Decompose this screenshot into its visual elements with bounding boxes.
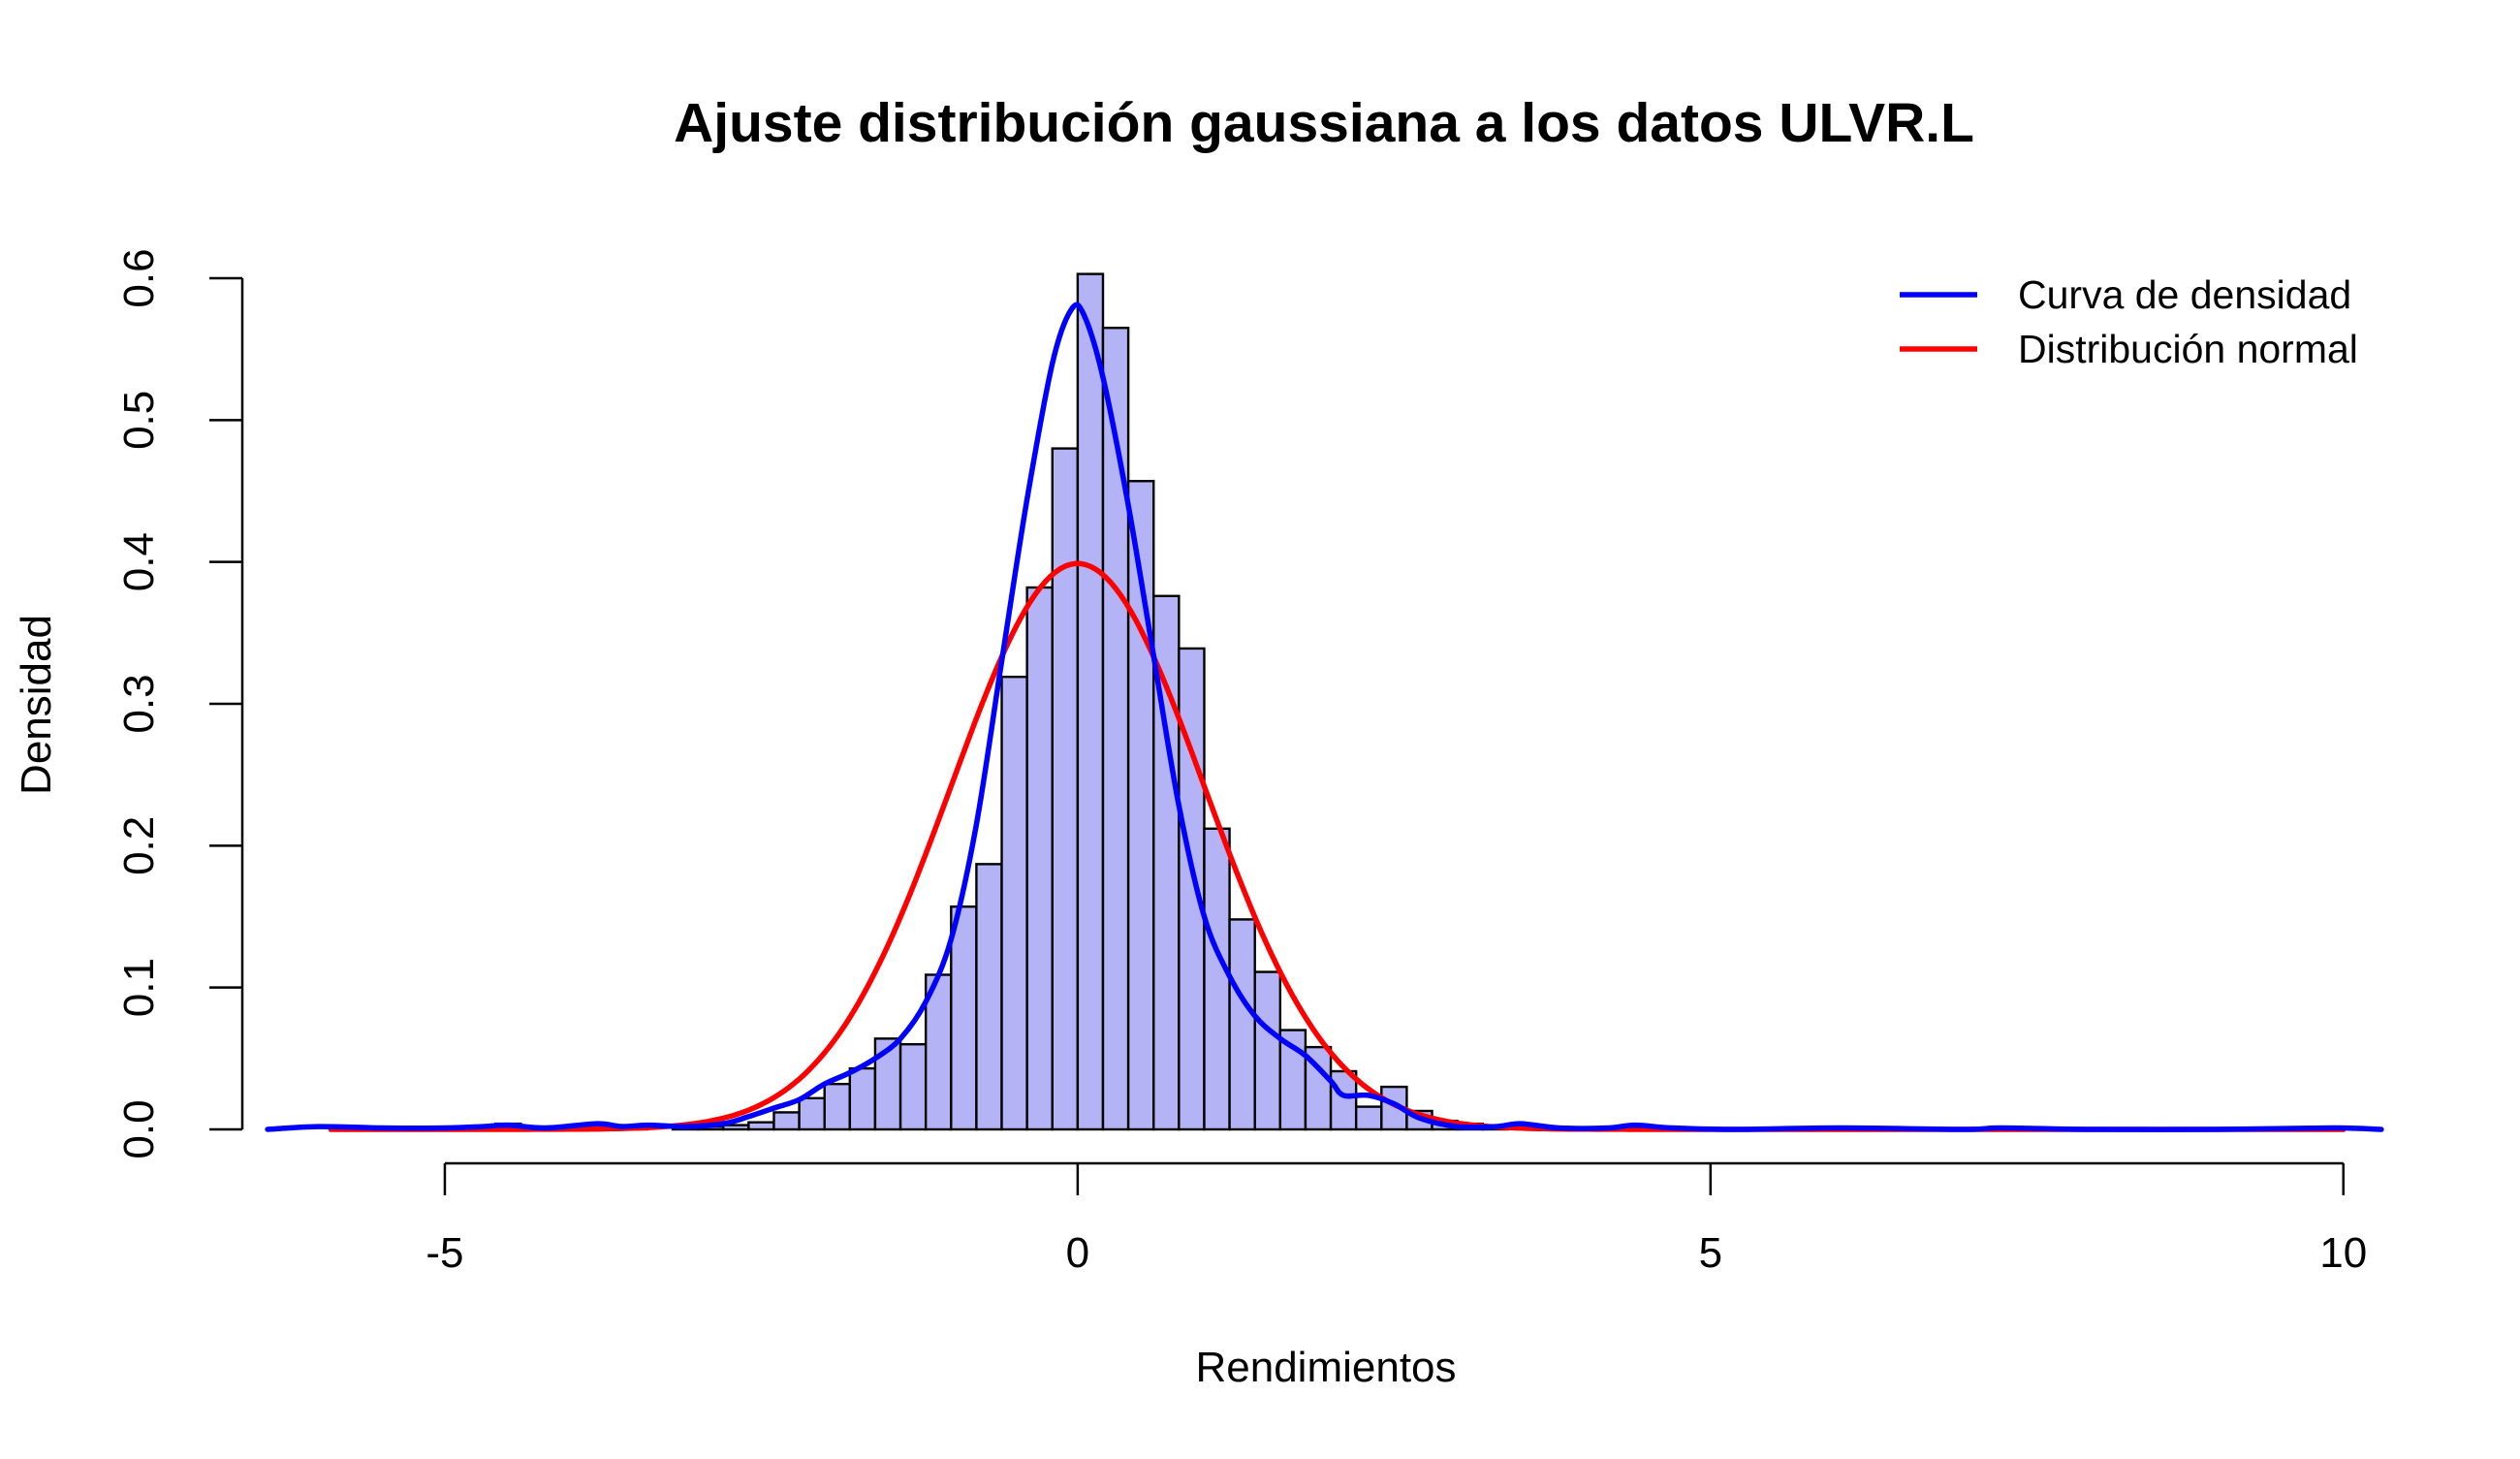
y-tick-label: 0.6: [115, 248, 163, 307]
x-axis-title: Rendimientos: [1195, 1344, 1456, 1391]
x-tick-label: 10: [2319, 1229, 2367, 1277]
y-tick-label: 0.0: [115, 1099, 163, 1158]
x-tick-label: 5: [1699, 1229, 1722, 1277]
histogram-bar: [772, 1111, 801, 1131]
histogram-bar: [950, 905, 978, 1131]
x-tick-label: 0: [1066, 1229, 1089, 1277]
histogram-bar: [1051, 447, 1080, 1131]
histogram-bars: [468, 272, 1661, 1131]
y-tick-label: 0.5: [115, 391, 163, 450]
x-tick-label: -5: [425, 1229, 463, 1277]
legend-label: Curva de densidad: [2018, 272, 2351, 317]
histogram-bar: [848, 1066, 877, 1131]
density-curve-line: [265, 301, 2384, 1132]
histogram-bar: [975, 863, 1003, 1131]
legend: Curva de densidad Distribución normal: [1900, 272, 2358, 371]
histogram-bar: [1178, 647, 1206, 1131]
y-tick-label: 0.2: [115, 816, 163, 875]
x-axis: -5 0 5 10: [425, 1161, 2367, 1277]
y-axis: 0.0 0.1 0.2 0.3 0.4 0.5 0.6: [115, 248, 244, 1159]
histogram-bar: [1076, 272, 1105, 1131]
histogram-bar: [722, 1124, 750, 1131]
histogram-bar: [1228, 918, 1256, 1131]
histogram-bar: [747, 1121, 775, 1131]
histogram-bar: [1354, 1105, 1383, 1131]
histogram-bar: [1329, 1069, 1358, 1131]
histogram-bar: [823, 1082, 852, 1131]
histogram-bar: [1253, 970, 1282, 1131]
histogram-bar: [798, 1096, 826, 1131]
legend-label: Distribución normal: [2018, 327, 2358, 371]
series-lines: [265, 301, 2384, 1132]
histogram-bar: [1304, 1045, 1333, 1131]
y-tick-label: 0.3: [115, 674, 163, 733]
histogram-bar: [1000, 675, 1028, 1131]
chart-title: Ajuste distribución gaussiana a los dato…: [674, 92, 1974, 154]
y-tick-label: 0.1: [115, 958, 163, 1017]
y-tick-label: 0.4: [115, 532, 163, 591]
normal-distribution-line: [328, 560, 2347, 1132]
y-axis-title: Densidad: [13, 615, 60, 795]
histogram-bar: [1025, 586, 1054, 1131]
histogram-bar: [1101, 327, 1130, 1131]
histogram-bar: [1203, 827, 1231, 1131]
histogram-bar: [898, 1042, 928, 1131]
